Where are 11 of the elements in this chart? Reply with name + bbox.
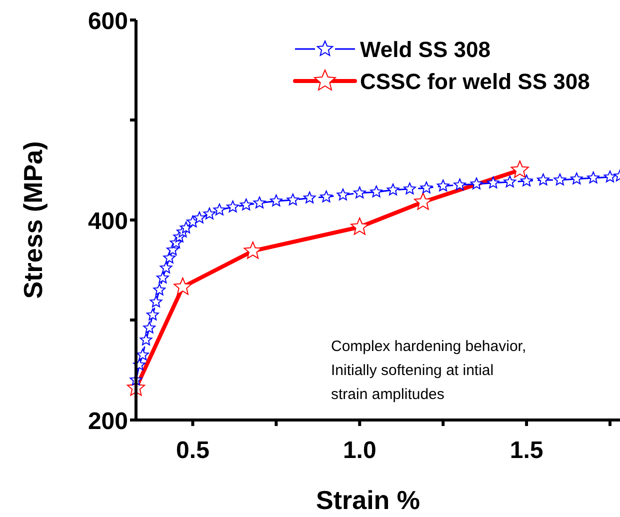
annotation: Complex hardening behavior, Initially softening at intial strain amplitudes: [331, 338, 526, 403]
y-tick-label: 600: [88, 8, 128, 35]
legend-label: Weld SS 308: [360, 37, 490, 62]
y-tick-label: 400: [88, 208, 128, 235]
x-axis-title: Strain %: [316, 485, 420, 515]
legend-label: CSSC for weld SS 308: [360, 69, 590, 94]
y-axis-title: Stress (MPa): [18, 141, 48, 299]
x-tick-label: 0.5: [176, 437, 210, 464]
x-tick-label: 1.0: [342, 437, 376, 464]
y-tick-label: 200: [88, 408, 128, 435]
x-tick-label: 1.5: [510, 437, 544, 464]
